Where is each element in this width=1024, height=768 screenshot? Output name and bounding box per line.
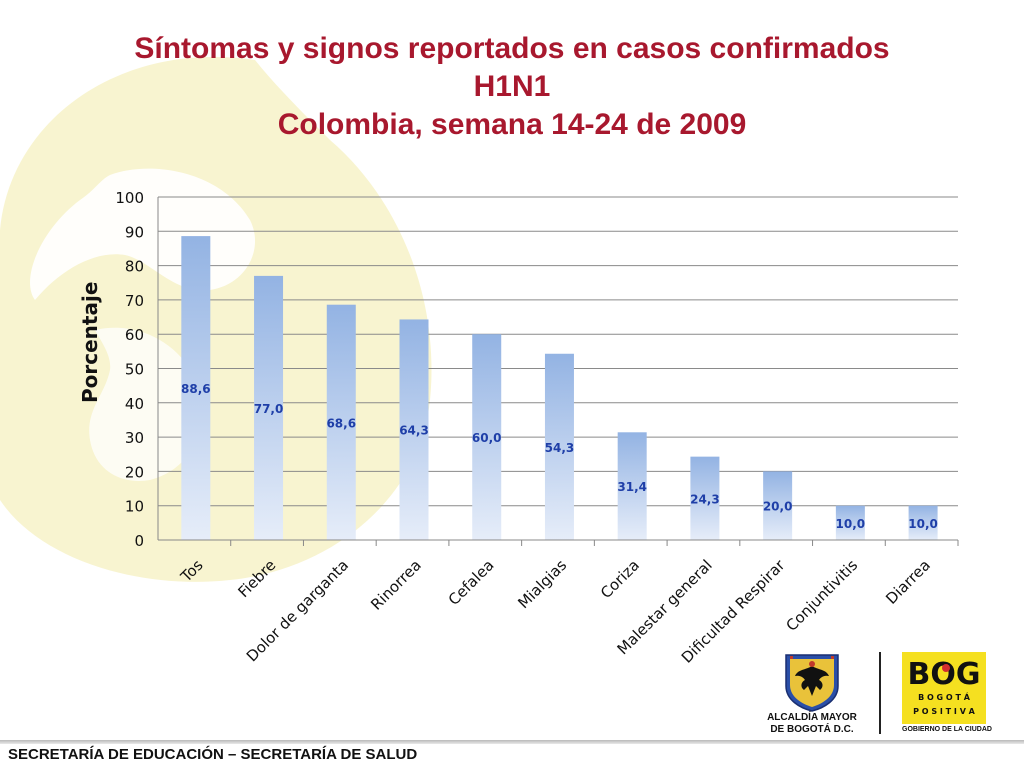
data-label: 10,0	[908, 517, 938, 531]
y-tick-label: 70	[125, 292, 144, 310]
y-axis-label: Porcentaje	[78, 281, 102, 403]
bar	[472, 334, 502, 540]
bar	[763, 471, 793, 540]
title-line-1: Síntomas y signos reportados en casos co…	[134, 32, 890, 65]
footer-divider	[0, 740, 1024, 744]
y-tick-label: 90	[125, 223, 144, 241]
data-label: 54,3	[545, 441, 575, 455]
footer-text: SECRETARÍA DE EDUCACIÓN – SECRETARÍA DE …	[8, 746, 418, 763]
bog-logo: BOG B O G O T Á P O S I T I V A GOBIERNO…	[902, 652, 992, 738]
y-tick-label: 50	[125, 361, 144, 379]
y-tick-label: 100	[115, 189, 144, 207]
data-label: 10,0	[836, 517, 866, 531]
bar	[181, 236, 211, 541]
data-label: 20,0	[763, 500, 793, 514]
bog-positiva-logo-icon: BOG B O G O T Á P O S I T I V A	[902, 652, 986, 724]
bog-sub-1: B O G O T Á	[918, 691, 971, 702]
bar	[690, 456, 720, 540]
bar	[835, 505, 865, 540]
title-line-3: Colombia, semana 14-24 de 2009	[277, 108, 747, 141]
x-tick-label: Diarrea	[882, 556, 934, 608]
x-tick-label: Rinorrea	[367, 556, 425, 614]
x-tick-label: Mialgias	[514, 556, 570, 612]
slide-title: Síntomas y signos reportados en casos co…	[0, 30, 1024, 144]
bar	[617, 432, 647, 540]
y-tick-label: 60	[125, 326, 144, 344]
bars: 88,6 77,0 68,6 64,3 60,0 54,3 31,4 24,3 20,0 10,0…	[181, 236, 938, 541]
y-tick-label: 10	[125, 498, 144, 516]
title-line-2: H1N1	[473, 70, 551, 103]
x-tick-label: Coriza	[597, 556, 643, 602]
bar	[326, 304, 356, 540]
alcaldia-caption: ALCALDÍA MAYOR DE BOGOTÁ D.C.	[760, 712, 864, 736]
data-label: 64,3	[399, 424, 429, 438]
bog-tagline: GOBIERNO DE LA CIUDAD	[902, 726, 992, 733]
data-label: 31,4	[617, 480, 647, 494]
bar	[399, 319, 429, 540]
data-label: 24,3	[690, 492, 720, 506]
data-label: 77,0	[254, 402, 284, 416]
x-tick-label: Cefalea	[445, 556, 498, 609]
logo-divider	[879, 652, 881, 734]
alcaldia-logo: ALCALDÍA MAYOR DE BOGOTÁ D.C.	[760, 652, 864, 738]
y-tick-label: 20	[125, 463, 144, 481]
x-tick-label: Fiebre	[234, 556, 279, 601]
y-tick-label: 0	[134, 532, 144, 550]
bog-sub-2: P O S I T I V A	[913, 707, 976, 716]
bar	[254, 275, 284, 540]
bar	[544, 353, 574, 540]
y-tick-label: 30	[125, 429, 144, 447]
bogota-coat-of-arms-icon	[785, 654, 839, 712]
y-tick-label: 80	[125, 258, 144, 276]
bog-letters: BOG	[908, 657, 981, 692]
alcaldia-caption-line-2: DE BOGOTÁ D.C.	[770, 724, 854, 735]
x-tick-label: Conjuntivitis	[782, 556, 861, 635]
data-label: 88,6	[181, 382, 211, 396]
data-label: 60,0	[472, 431, 502, 445]
y-tick-label: 40	[125, 395, 144, 413]
alcaldia-caption-line-1: ALCALDÍA MAYOR	[767, 712, 857, 723]
x-tick-label: Tos	[177, 556, 207, 586]
data-label: 68,6	[326, 416, 356, 430]
bar	[908, 505, 938, 540]
